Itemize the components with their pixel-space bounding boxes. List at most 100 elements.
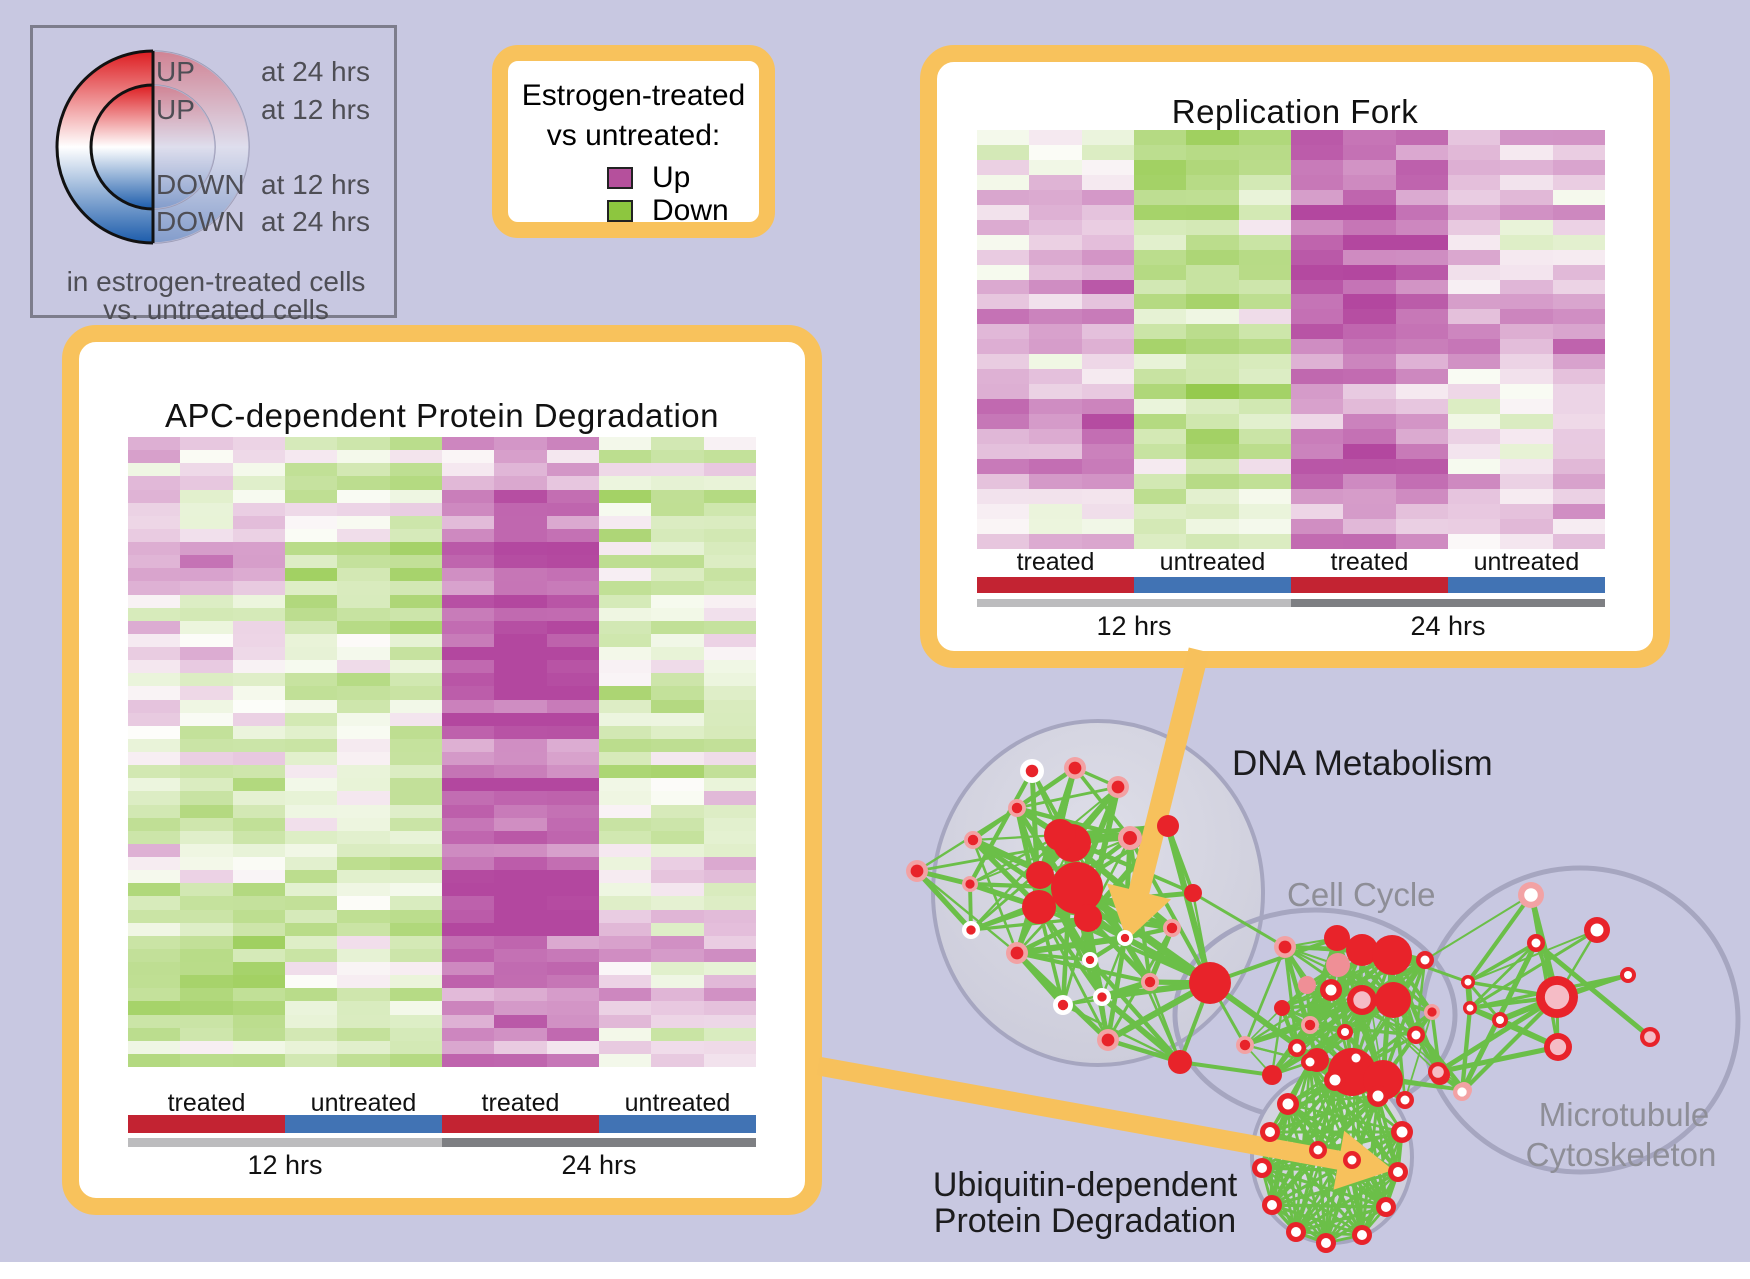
heatmap-cell bbox=[1238, 159, 1291, 175]
heatmap-cell bbox=[1552, 518, 1605, 534]
heatmap-cell bbox=[128, 830, 181, 844]
heatmap-cell bbox=[703, 935, 756, 949]
heatmap-cell bbox=[977, 444, 1030, 459]
repfork-heatmap-row bbox=[977, 249, 1605, 265]
heatmap-cell bbox=[651, 555, 704, 569]
heatmap-cell bbox=[1081, 488, 1134, 504]
heatmap-cell bbox=[598, 935, 652, 949]
network-bridge-edge bbox=[1209, 936, 1338, 985]
heatmap-cell bbox=[494, 1053, 547, 1067]
heatmap-cell bbox=[977, 473, 1030, 489]
heatmap-cell bbox=[703, 633, 756, 647]
heatmap-cell bbox=[1186, 234, 1239, 250]
heatmap-cell bbox=[546, 633, 599, 647]
heatmap-cell bbox=[598, 909, 652, 923]
heatmap-cell bbox=[180, 660, 233, 674]
heatmap-cell bbox=[546, 620, 599, 634]
heatmap-cell bbox=[1029, 264, 1082, 280]
heatmap-cell bbox=[1029, 174, 1082, 190]
heatmap-cell bbox=[1238, 294, 1291, 310]
heatmap-cell bbox=[284, 607, 338, 621]
heatmap-cell bbox=[1081, 144, 1134, 160]
heatmap-cell bbox=[232, 1040, 285, 1054]
heatmap-cell bbox=[546, 922, 599, 936]
heatmap-cell bbox=[180, 778, 233, 792]
heatmap-cell bbox=[441, 712, 495, 726]
heatmap-cell bbox=[1133, 189, 1187, 205]
heatmap-cell bbox=[1238, 174, 1291, 190]
heatmap-cell bbox=[598, 594, 652, 608]
heatmap-cell bbox=[703, 647, 756, 661]
repfork-heatmap-row bbox=[977, 473, 1605, 489]
network-node-core bbox=[1420, 955, 1430, 965]
heatmap-cell bbox=[546, 437, 599, 451]
heatmap-cell bbox=[494, 1001, 547, 1015]
heatmap-cell bbox=[546, 686, 599, 700]
heatmap-cell bbox=[1081, 279, 1134, 295]
apc-heatmap-row bbox=[128, 502, 756, 516]
network-node-core bbox=[1464, 978, 1472, 986]
network-edge bbox=[1529, 894, 1560, 1048]
network-edge bbox=[1243, 946, 1287, 1046]
heatmap-cell bbox=[389, 594, 442, 608]
heatmap-cell bbox=[232, 725, 285, 739]
ring-legend-down-outer-label: DOWN bbox=[156, 206, 245, 237]
heatmap-cell bbox=[1029, 458, 1082, 474]
heatmap-cell bbox=[1500, 518, 1553, 534]
heatmap-cell bbox=[651, 620, 704, 634]
heatmap-cell bbox=[703, 581, 756, 595]
heatmap-cell bbox=[1186, 174, 1239, 190]
heatmap-cell bbox=[1500, 533, 1553, 549]
network-edge bbox=[970, 834, 1061, 931]
network-bridge-edge bbox=[1074, 884, 1213, 987]
heatmap-cell bbox=[337, 568, 390, 582]
heatmap-cell bbox=[389, 555, 442, 569]
repfork-heatmap-row bbox=[977, 130, 1605, 145]
apc-heatmap-row bbox=[128, 738, 756, 752]
heatmap-cell bbox=[284, 594, 338, 608]
apc-heatmap-row bbox=[128, 935, 756, 949]
heatmap-cell bbox=[651, 1053, 704, 1067]
heatmap-cell bbox=[1186, 144, 1239, 160]
ring-legend-inner-left-arc bbox=[89, 83, 154, 211]
cluster-label-0: DNA Metabolism bbox=[1232, 744, 1493, 783]
heatmap-cell bbox=[546, 712, 599, 726]
heatmap-cell bbox=[232, 843, 285, 857]
heatmap-cell bbox=[337, 502, 390, 516]
heatmap-cell bbox=[232, 528, 285, 542]
repfork-heatmap-row bbox=[977, 458, 1605, 474]
heatmap-cell bbox=[977, 279, 1030, 295]
heatmap-cell bbox=[546, 948, 599, 962]
cluster-label-4: Ubiquitin-dependent bbox=[932, 1166, 1238, 1204]
heatmap-cell bbox=[1395, 488, 1448, 504]
heatmap-cell bbox=[1081, 339, 1134, 355]
heatmap-cell bbox=[977, 130, 1030, 145]
heatmap-cell bbox=[1238, 429, 1291, 445]
heatmap-cell bbox=[232, 515, 285, 529]
apc-heatmap bbox=[128, 437, 756, 1067]
heatmap-cell bbox=[1238, 234, 1291, 250]
heatmap-cell bbox=[494, 909, 547, 923]
repfork-heatmap-row bbox=[977, 189, 1605, 205]
heatmap-cell bbox=[337, 581, 390, 595]
network-node bbox=[1044, 819, 1076, 851]
heatmap-cell bbox=[337, 725, 390, 739]
heatmap-cell bbox=[546, 752, 599, 766]
network-node-core bbox=[1085, 955, 1095, 965]
network-node bbox=[1346, 934, 1378, 966]
heatmap-cell bbox=[703, 962, 756, 976]
network-nodes bbox=[906, 757, 1660, 1253]
heatmap-cell bbox=[1552, 309, 1605, 325]
heatmap-cell bbox=[1081, 458, 1134, 474]
heatmap-cell bbox=[1447, 533, 1501, 549]
heatmap-cell bbox=[703, 896, 756, 910]
network-edge bbox=[1308, 1061, 1320, 1151]
heatmap-cell bbox=[1081, 189, 1134, 205]
heatmap-cell bbox=[1290, 414, 1344, 430]
network-node-core bbox=[1321, 1238, 1331, 1248]
heatmap-cell bbox=[546, 463, 599, 477]
heatmap-cell bbox=[1186, 279, 1239, 295]
heatmap-cell bbox=[128, 1027, 181, 1041]
heatmap-cell bbox=[180, 673, 233, 687]
network-node-core bbox=[1393, 1167, 1403, 1177]
